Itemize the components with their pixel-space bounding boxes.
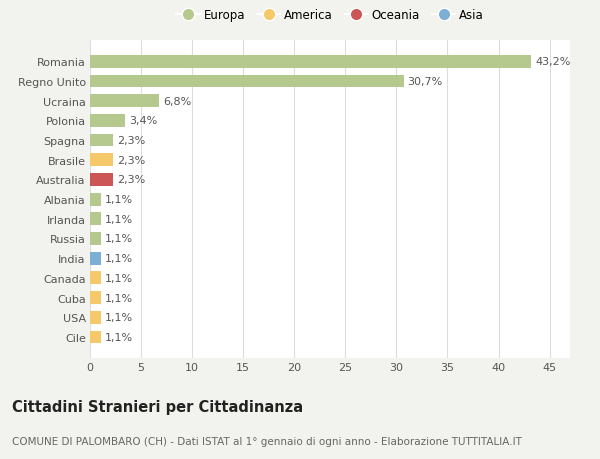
- Text: 1,1%: 1,1%: [106, 273, 133, 283]
- Bar: [90, 311, 101, 324]
- Text: 6,8%: 6,8%: [164, 96, 192, 106]
- Bar: [90, 193, 101, 206]
- Bar: [90, 115, 125, 128]
- Text: 2,3%: 2,3%: [118, 155, 146, 165]
- Bar: [90, 272, 101, 285]
- Bar: [90, 75, 404, 88]
- Text: COMUNE DI PALOMBARO (CH) - Dati ISTAT al 1° gennaio di ogni anno - Elaborazione : COMUNE DI PALOMBARO (CH) - Dati ISTAT al…: [12, 436, 522, 446]
- Text: 2,3%: 2,3%: [118, 136, 146, 146]
- Text: 1,1%: 1,1%: [106, 332, 133, 342]
- Legend: Europa, America, Oceania, Asia: Europa, America, Oceania, Asia: [176, 9, 484, 22]
- Text: 2,3%: 2,3%: [118, 175, 146, 185]
- Text: 3,4%: 3,4%: [129, 116, 157, 126]
- Text: Cittadini Stranieri per Cittadinanza: Cittadini Stranieri per Cittadinanza: [12, 399, 303, 414]
- Text: 1,1%: 1,1%: [106, 254, 133, 263]
- Bar: [90, 233, 101, 246]
- Bar: [90, 154, 113, 167]
- Bar: [90, 95, 160, 108]
- Text: 1,1%: 1,1%: [106, 195, 133, 205]
- Bar: [90, 331, 101, 344]
- Text: 1,1%: 1,1%: [106, 234, 133, 244]
- Text: 43,2%: 43,2%: [535, 57, 571, 67]
- Bar: [90, 174, 113, 186]
- Bar: [90, 213, 101, 226]
- Bar: [90, 291, 101, 304]
- Text: 1,1%: 1,1%: [106, 313, 133, 323]
- Text: 1,1%: 1,1%: [106, 214, 133, 224]
- Bar: [90, 252, 101, 265]
- Bar: [90, 56, 531, 68]
- Bar: [90, 134, 113, 147]
- Text: 1,1%: 1,1%: [106, 293, 133, 303]
- Text: 30,7%: 30,7%: [407, 77, 443, 87]
